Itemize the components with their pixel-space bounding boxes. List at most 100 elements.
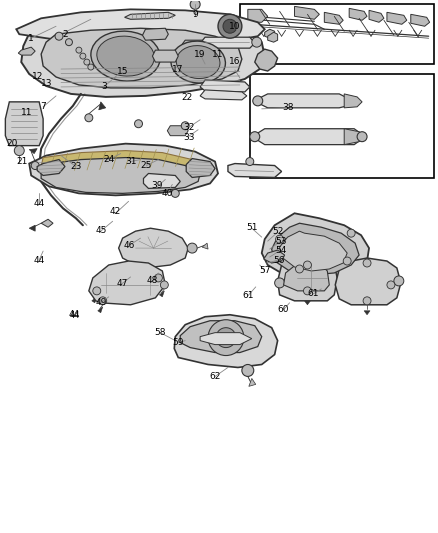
Text: 21: 21: [17, 157, 28, 166]
Polygon shape: [294, 6, 319, 19]
Polygon shape: [89, 261, 165, 305]
Polygon shape: [200, 333, 252, 345]
Circle shape: [187, 243, 197, 253]
Circle shape: [394, 276, 404, 286]
Circle shape: [85, 114, 93, 122]
Polygon shape: [364, 273, 370, 277]
Circle shape: [160, 281, 168, 289]
Polygon shape: [41, 28, 242, 88]
Circle shape: [80, 53, 86, 59]
Circle shape: [296, 265, 304, 273]
Polygon shape: [29, 149, 37, 154]
Text: 44: 44: [34, 199, 45, 208]
Circle shape: [216, 328, 236, 348]
Text: 23: 23: [70, 162, 81, 171]
Circle shape: [190, 0, 200, 10]
Text: 47: 47: [117, 279, 128, 288]
Circle shape: [181, 122, 189, 130]
Polygon shape: [5, 102, 43, 146]
Circle shape: [208, 320, 244, 356]
Ellipse shape: [177, 46, 220, 78]
Polygon shape: [324, 12, 343, 25]
Polygon shape: [153, 284, 159, 290]
Polygon shape: [279, 231, 347, 271]
Text: 9: 9: [192, 10, 198, 19]
Text: 42: 42: [110, 207, 121, 216]
Text: 20: 20: [7, 139, 18, 148]
Text: 11: 11: [212, 50, 224, 59]
Polygon shape: [388, 295, 394, 299]
Circle shape: [76, 47, 82, 53]
Circle shape: [275, 278, 285, 288]
Polygon shape: [18, 47, 35, 55]
Text: 62: 62: [209, 372, 221, 381]
Text: 12: 12: [32, 72, 43, 82]
Polygon shape: [29, 144, 218, 196]
Text: 46: 46: [124, 240, 135, 249]
Polygon shape: [265, 29, 275, 38]
Polygon shape: [99, 102, 106, 110]
Polygon shape: [152, 50, 178, 62]
Polygon shape: [200, 90, 247, 100]
Polygon shape: [167, 126, 188, 136]
Polygon shape: [411, 14, 430, 26]
Polygon shape: [142, 28, 168, 40]
Text: 38: 38: [282, 103, 293, 112]
Circle shape: [252, 37, 262, 47]
Text: 1: 1: [28, 34, 34, 43]
Polygon shape: [41, 219, 53, 227]
Text: 16: 16: [229, 56, 240, 66]
Circle shape: [242, 365, 254, 376]
Polygon shape: [249, 378, 256, 386]
Polygon shape: [228, 164, 282, 177]
Circle shape: [84, 59, 90, 65]
Polygon shape: [344, 129, 364, 144]
Circle shape: [14, 146, 24, 156]
Text: 45: 45: [95, 225, 106, 235]
Circle shape: [363, 297, 371, 305]
Circle shape: [218, 14, 242, 38]
Polygon shape: [119, 228, 188, 268]
Polygon shape: [268, 32, 278, 42]
Polygon shape: [304, 301, 311, 305]
Polygon shape: [364, 311, 370, 315]
Text: 39: 39: [152, 181, 163, 190]
Text: 53: 53: [275, 237, 286, 246]
Circle shape: [93, 287, 101, 295]
Circle shape: [347, 229, 355, 237]
Text: 49: 49: [95, 298, 106, 308]
Circle shape: [246, 158, 254, 166]
Text: 60: 60: [278, 305, 290, 314]
Text: 61: 61: [242, 292, 254, 301]
Polygon shape: [283, 261, 329, 291]
Text: 40: 40: [162, 189, 173, 198]
Polygon shape: [41, 158, 200, 193]
Text: 7: 7: [40, 102, 46, 111]
Polygon shape: [180, 321, 262, 352]
Polygon shape: [174, 315, 278, 367]
Polygon shape: [98, 307, 103, 313]
Text: 3: 3: [101, 83, 106, 92]
Circle shape: [304, 261, 311, 269]
Circle shape: [357, 132, 367, 142]
Text: 25: 25: [141, 161, 152, 170]
Text: 57: 57: [259, 266, 270, 276]
Polygon shape: [16, 10, 265, 46]
Polygon shape: [200, 80, 250, 92]
Text: 54: 54: [275, 246, 286, 255]
Circle shape: [276, 235, 283, 243]
Polygon shape: [257, 129, 361, 144]
Text: 17: 17: [172, 64, 183, 74]
Circle shape: [171, 189, 179, 197]
Text: 24: 24: [103, 155, 114, 164]
Circle shape: [65, 39, 72, 46]
FancyBboxPatch shape: [240, 4, 434, 64]
Polygon shape: [335, 258, 401, 305]
Polygon shape: [255, 49, 278, 71]
Circle shape: [155, 274, 162, 282]
Polygon shape: [387, 12, 407, 25]
Polygon shape: [369, 10, 384, 22]
Polygon shape: [186, 158, 215, 177]
Polygon shape: [260, 94, 351, 108]
Polygon shape: [272, 223, 359, 275]
